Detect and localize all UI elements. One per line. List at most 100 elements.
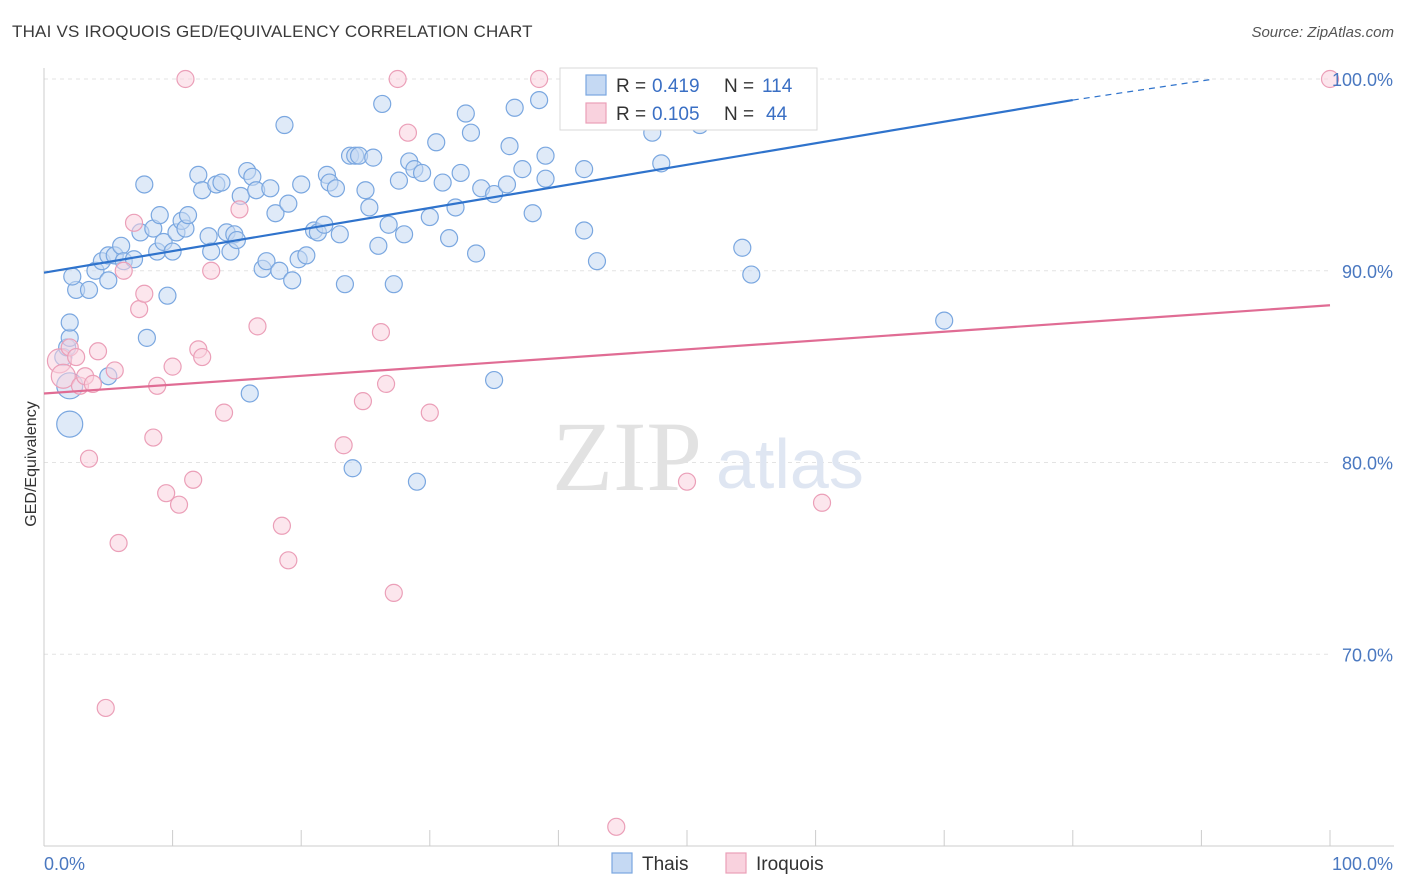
iroquois-point-26	[248, 317, 267, 336]
thais-point-79	[427, 133, 446, 152]
x-tick-label-1: 100.0%	[1332, 854, 1393, 874]
y-tick-labels: 100.0% 90.0% 80.0% 70.0%	[1332, 70, 1393, 665]
watermark: ZIP atlas	[552, 401, 864, 512]
legend-label-thais: Thais	[642, 854, 688, 875]
thais-point-77	[412, 163, 432, 183]
thais-point-54	[297, 246, 316, 265]
stats-n-label-thais: N =	[724, 76, 754, 97]
thais-point-46	[261, 179, 280, 198]
stats-n-value-iroquois: 44	[766, 104, 788, 125]
thais-point-89	[497, 175, 517, 194]
iroquois-point-30	[353, 392, 373, 411]
thais-point-35	[212, 173, 231, 192]
iroquois-point-11	[124, 213, 144, 232]
trend-lines	[43, 78, 1331, 395]
iroquois-point-8	[105, 361, 124, 380]
data-points	[46, 69, 1340, 836]
thais-point-47	[266, 204, 285, 223]
thais-point-48	[270, 261, 289, 280]
thais-point-72	[384, 275, 403, 294]
thais-point-108	[240, 384, 259, 403]
thais-point-111	[407, 472, 427, 491]
iroquois-point-1	[50, 363, 76, 389]
thais-trend-line	[43, 99, 1073, 274]
iroquois-point-39	[677, 472, 697, 491]
thais-point-96	[536, 169, 555, 188]
thais-point-106	[935, 311, 954, 330]
thais-point-49	[275, 115, 294, 135]
iroquois-point-41	[1320, 69, 1340, 89]
chart-title: THAI VS IROQUOIS GED/EQUIVALENCY CORRELA…	[12, 22, 533, 41]
thais-point-94	[530, 90, 549, 110]
iroquois-point-24	[214, 403, 234, 422]
thais-point-84	[456, 104, 475, 123]
thais-point-24	[158, 286, 177, 305]
thais-point-80	[433, 173, 452, 192]
iroquois-point-35	[398, 123, 418, 142]
iroquois-point-32	[376, 374, 396, 393]
iroquois-point-16	[157, 484, 176, 503]
thais-point-50	[279, 194, 298, 213]
thais-point-19	[137, 328, 156, 347]
thais-point-83	[451, 163, 470, 183]
thais-point-78	[420, 207, 439, 227]
iroquois-point-22	[193, 347, 212, 367]
y-tick-label-3: 70.0%	[1342, 645, 1393, 665]
thais-point-70	[373, 94, 392, 114]
watermark-zip: ZIP	[552, 401, 702, 512]
y-tick-label-2: 80.0%	[1342, 454, 1393, 474]
iroquois-point-12	[130, 300, 149, 319]
iroquois-point-37	[530, 69, 549, 89]
thais-point-29	[178, 206, 198, 225]
thais-point-99	[587, 252, 607, 271]
thais-point-51	[283, 271, 302, 290]
legend-swatch-thais	[611, 852, 633, 874]
iroquois-point-20	[184, 470, 203, 489]
thais-point-110	[343, 459, 362, 478]
y-axis-title: GED/Equivalency	[23, 401, 40, 526]
thais-point-7	[63, 267, 82, 286]
thais-point-5	[60, 313, 79, 332]
thais-trend-extension	[1072, 78, 1215, 101]
iroquois-point-23	[202, 261, 221, 280]
thais-point-60	[326, 179, 346, 198]
stats-r-label-thais: R =	[616, 76, 646, 97]
thais-point-32	[199, 227, 218, 246]
thais-point-93	[523, 204, 542, 223]
stats-swatch-iroquois	[585, 102, 607, 124]
iroquois-point-19	[176, 69, 195, 89]
iroquois-point-38	[607, 817, 626, 836]
thais-point-12	[99, 271, 118, 290]
thais-point-33	[202, 242, 221, 261]
thais-point-22	[150, 206, 169, 225]
iroquois-point-31	[371, 323, 391, 342]
legend-label-iroquois: Iroquois	[756, 854, 824, 875]
series-legend: Thais Iroquois	[611, 852, 824, 875]
iroquois-point-27	[272, 516, 292, 535]
axes	[43, 68, 1394, 847]
iroquois-point-9	[109, 533, 128, 553]
iroquois-point-34	[388, 69, 407, 89]
thais-point-67	[360, 198, 379, 217]
thais-point-82	[446, 198, 465, 217]
iroquois-point-7	[88, 342, 108, 361]
x-tick-label-0: 0.0%	[44, 854, 85, 874]
thais-point-105	[742, 265, 761, 284]
iroquois-point-33	[384, 583, 403, 602]
thais-point-69	[369, 236, 388, 255]
thais-point-45	[257, 252, 276, 271]
iroquois-point-40	[812, 493, 832, 512]
iroquois-point-17	[163, 357, 182, 376]
iroquois-point-29	[334, 436, 353, 455]
thais-point-81	[439, 229, 459, 248]
stats-swatch-thais	[585, 74, 607, 96]
thais-point-53	[292, 175, 311, 194]
thais-point-8	[79, 280, 99, 300]
thais-point-91	[505, 98, 524, 117]
iroquois-point-10	[114, 261, 133, 280]
thais-point-85	[461, 123, 481, 142]
thais-point-104	[733, 238, 752, 257]
thais-point-1	[56, 410, 84, 438]
thais-point-62	[335, 275, 355, 294]
